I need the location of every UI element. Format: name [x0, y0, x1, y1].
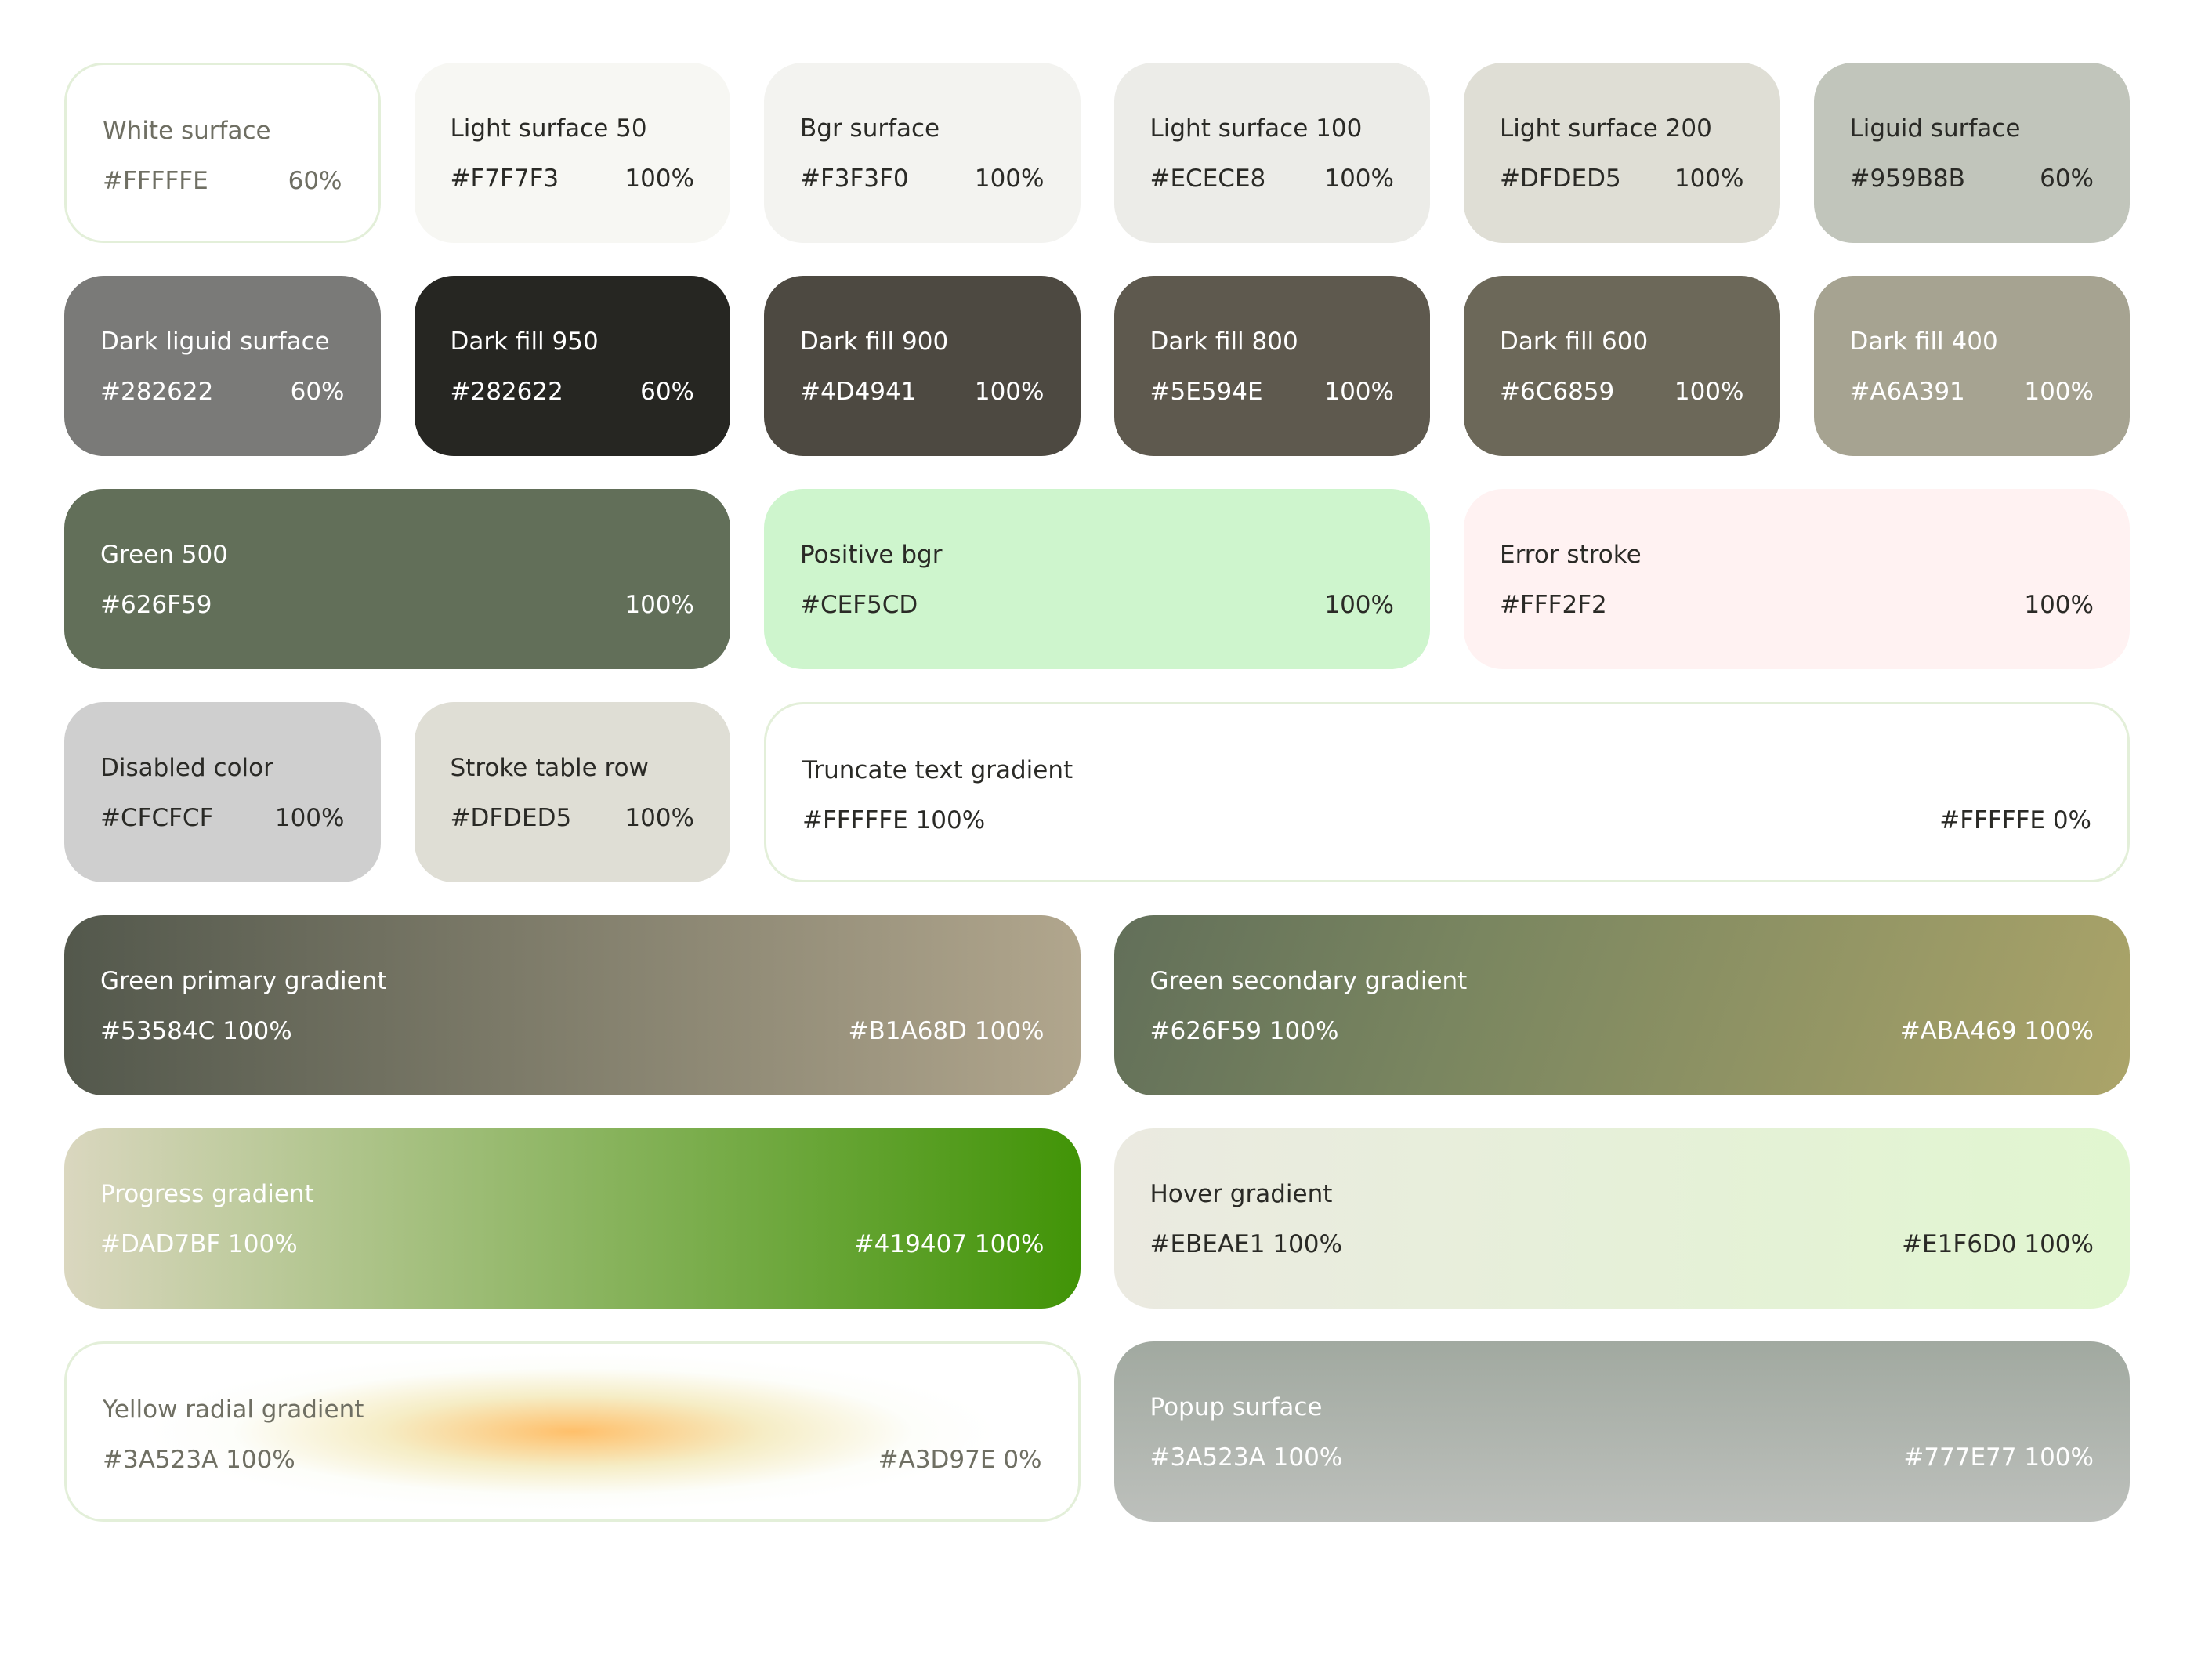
color-name: Green 500: [100, 541, 228, 569]
color-name: Hover gradient: [1149, 1180, 1333, 1208]
color-card: Dark liguid surface #282622 60%: [64, 276, 381, 456]
gradient-end: #E1F6D0 100%: [1902, 1230, 2094, 1258]
color-hex: #282622: [450, 378, 563, 406]
color-opacity: 100%: [974, 378, 1045, 406]
color-opacity: 100%: [625, 591, 694, 619]
color-opacity: 100%: [1324, 378, 1394, 406]
color-name: Dark fill 950: [450, 328, 599, 356]
color-name: Positive bgr: [800, 541, 943, 569]
color-hex: #6C6859: [1500, 378, 1615, 406]
color-card: Bgr surface #F3F3F0 100%: [764, 63, 1081, 243]
color-hex: #F3F3F0: [800, 165, 909, 193]
color-hex: #F7F7F3: [450, 165, 559, 193]
color-card: Light surface 200 #DFDED5 100%: [1464, 63, 1780, 243]
color-opacity: 60%: [288, 167, 342, 195]
color-card: Green 500 #626F59 100%: [64, 489, 730, 669]
color-card: White surface #FFFFFE 60%: [64, 63, 381, 243]
color-name: Dark fill 900: [800, 328, 949, 356]
color-opacity: 100%: [2024, 378, 2094, 406]
color-card: Progress gradient #DAD7BF 100% #419407 100…: [64, 1128, 1081, 1309]
color-card: Error stroke #FFF2F2 100%: [1464, 489, 2130, 669]
color-card: Stroke table row #DFDED5 100%: [414, 702, 730, 882]
gradient-start: #3A523A 100%: [103, 1446, 295, 1474]
gradient-end: #ABA469 100%: [1899, 1017, 2094, 1045]
color-name: Light surface 100: [1149, 114, 1363, 143]
color-opacity: 60%: [640, 378, 694, 406]
color-card: Positive bgr #CEF5CD 100%: [764, 489, 1430, 669]
color-name: Light surface 50: [450, 114, 647, 143]
gradient-end: #777E77 100%: [1903, 1443, 2094, 1472]
color-name: White surface: [103, 117, 271, 145]
color-name: Disabled color: [100, 754, 273, 782]
gradient-start: #FFFFFE 100%: [802, 806, 986, 835]
color-hex: #FFF2F2: [1500, 591, 1607, 619]
color-card: Dark fill 600 #6C6859 100%: [1464, 276, 1780, 456]
color-name: Liguid surface: [1849, 114, 2021, 143]
color-card: Hover gradient #EBEAE1 100% #E1F6D0 100%: [1113, 1128, 2130, 1309]
color-hex: #959B8B: [1849, 165, 1965, 193]
color-opacity: 100%: [1324, 165, 1394, 193]
color-hex: #FFFFFE: [103, 167, 208, 195]
color-name: Yellow radial gradient: [103, 1396, 364, 1424]
gradient-start: #EBEAE1 100%: [1149, 1230, 1342, 1258]
color-opacity: 100%: [2024, 591, 2094, 619]
color-opacity: 60%: [290, 378, 345, 406]
color-card: Dark fill 400 #A6A391 100%: [1813, 276, 2130, 456]
color-card: Green secondary gradient #626F59 100% #ABA…: [1113, 915, 2130, 1095]
color-hex: #CEF5CD: [800, 591, 918, 619]
color-card: Truncate text gradient #FFFFFE 100% #FFFFF…: [764, 702, 2130, 882]
color-card: Yellow radial gradient #3A523A 100% #A3D97…: [64, 1341, 1081, 1522]
color-hex: #4D4941: [800, 378, 917, 406]
color-card: Green primary gradient #53584C 100% #B1A68…: [64, 915, 1081, 1095]
color-name: Bgr surface: [800, 114, 940, 143]
color-hex: #626F59: [100, 591, 212, 619]
gradient-start: #626F59 100%: [1149, 1017, 1339, 1045]
color-opacity: 100%: [974, 165, 1045, 193]
color-opacity: 100%: [1674, 165, 1744, 193]
color-hex: #A6A391: [1849, 378, 1965, 406]
color-hex: #ECECE8: [1149, 165, 1266, 193]
color-name: Green secondary gradient: [1149, 967, 1468, 995]
color-name: Truncate text gradient: [802, 756, 1073, 784]
color-card: Dark fill 800 #5E594E 100%: [1113, 276, 1430, 456]
color-name: Stroke table row: [450, 754, 649, 782]
color-name: Error stroke: [1500, 541, 1642, 569]
color-name: Light surface 200: [1500, 114, 1712, 143]
color-name: Green primary gradient: [100, 967, 387, 995]
color-card: Disabled color #CFCFCF 100%: [64, 702, 381, 882]
palette-grid: White surface #FFFFFE 60% Light surface 50 #…: [64, 63, 2130, 1522]
color-opacity: 100%: [1324, 591, 1394, 619]
color-opacity: 100%: [274, 804, 345, 832]
color-hex: #282622: [100, 378, 214, 406]
color-hex: #DFDED5: [1500, 165, 1621, 193]
color-card: Dark fill 950 #282622 60%: [414, 276, 730, 456]
color-name: Dark fill 600: [1500, 328, 1649, 356]
color-opacity: 100%: [625, 165, 694, 193]
color-name: Progress gradient: [100, 1180, 314, 1208]
color-hex: #5E594E: [1149, 378, 1263, 406]
color-opacity: 60%: [2040, 165, 2094, 193]
color-card: Light surface 100 #ECECE8 100%: [1113, 63, 1430, 243]
color-card: Popup surface #3A523A 100% #777E77 100%: [1113, 1341, 2130, 1522]
color-card: Light surface 50 #F7F7F3 100%: [414, 63, 730, 243]
gradient-end: #A3D97E 0%: [878, 1446, 1042, 1474]
color-card: Dark fill 900 #4D4941 100%: [764, 276, 1081, 456]
color-name: Dark fill 800: [1149, 328, 1298, 356]
color-name: Dark liguid surface: [100, 328, 330, 356]
gradient-start: #53584C 100%: [100, 1017, 292, 1045]
color-hex: #DFDED5: [450, 804, 572, 832]
gradient-end: #FFFFFE 0%: [1939, 806, 2091, 835]
gradient-start: #3A523A 100%: [1149, 1443, 1343, 1472]
gradient-end: #B1A68D 100%: [848, 1017, 1045, 1045]
color-card: Liguid surface #959B8B 60%: [1813, 63, 2130, 243]
color-hex: #CFCFCF: [100, 804, 214, 832]
color-opacity: 100%: [1674, 378, 1744, 406]
color-name: Popup surface: [1149, 1393, 1323, 1421]
gradient-end: #419407 100%: [853, 1230, 1045, 1258]
color-name: Dark fill 400: [1849, 328, 1998, 356]
gradient-start: #DAD7BF 100%: [100, 1230, 298, 1258]
color-opacity: 100%: [625, 804, 694, 832]
